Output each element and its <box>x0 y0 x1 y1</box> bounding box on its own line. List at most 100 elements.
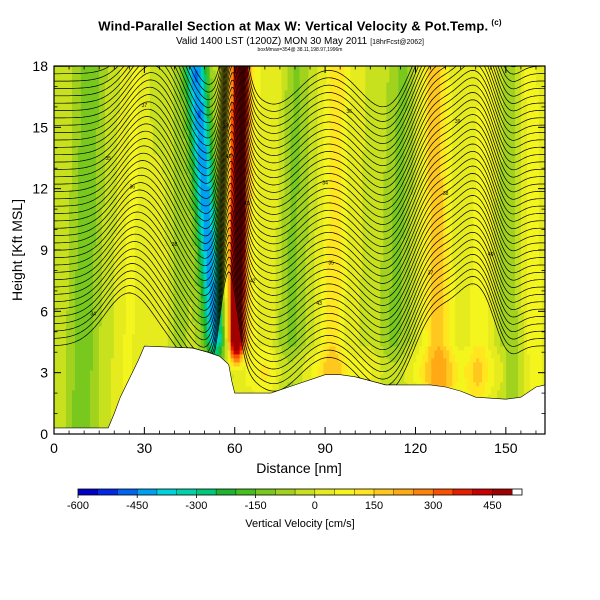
velocity-cell <box>248 230 252 235</box>
velocity-cell <box>539 102 545 107</box>
velocity-cell <box>65 354 76 359</box>
velocity-cell <box>260 374 270 379</box>
velocity-cell <box>200 322 205 327</box>
velocity-cell <box>206 274 214 279</box>
velocity-cell <box>290 158 300 163</box>
velocity-cell <box>338 310 345 315</box>
velocity-cell <box>422 110 426 115</box>
velocity-cell <box>116 118 130 123</box>
velocity-cell <box>527 158 540 163</box>
velocity-cell <box>500 314 519 319</box>
velocity-cell <box>164 226 175 231</box>
velocity-cell <box>254 162 258 167</box>
velocity-cell <box>54 238 70 243</box>
velocity-cell <box>452 382 456 387</box>
velocity-cell <box>425 366 432 371</box>
velocity-cell <box>269 366 276 371</box>
velocity-cell <box>404 114 414 119</box>
velocity-cell <box>89 370 100 375</box>
velocity-cell <box>194 214 199 219</box>
velocity-cell <box>326 358 339 363</box>
velocity-cell <box>212 246 217 251</box>
velocity-cell <box>299 138 309 143</box>
velocity-cell <box>149 106 175 111</box>
velocity-cell <box>164 242 175 247</box>
velocity-cell <box>341 182 348 187</box>
velocity-cell <box>227 258 232 263</box>
velocity-cell <box>515 142 522 147</box>
velocity-cell <box>65 410 73 415</box>
velocity-cell <box>203 322 208 327</box>
velocity-cell <box>359 338 381 343</box>
velocity-cell <box>314 302 321 307</box>
velocity-cell <box>167 250 175 255</box>
velocity-cell <box>122 346 133 351</box>
velocity-cell <box>173 174 190 179</box>
velocity-cell <box>98 78 109 83</box>
velocity-cell <box>95 226 103 231</box>
velocity-cell <box>305 338 315 343</box>
velocity-cell <box>416 162 423 167</box>
velocity-cell <box>287 310 297 315</box>
velocity-cell <box>113 302 127 307</box>
velocity-cell <box>410 254 417 259</box>
velocity-cell <box>401 298 411 303</box>
velocity-cell <box>527 206 540 211</box>
velocity-cell <box>200 178 208 183</box>
velocity-cell <box>242 318 247 323</box>
velocity-cell <box>230 86 235 91</box>
velocity-cell <box>344 90 351 95</box>
velocity-cell <box>200 254 205 259</box>
velocity-cell <box>254 182 258 187</box>
velocity-cell <box>518 382 525 387</box>
velocity-cell <box>125 210 136 215</box>
velocity-cell <box>521 174 528 179</box>
velocity-cell <box>185 94 190 99</box>
velocity-cell <box>200 246 205 251</box>
velocity-cell <box>302 362 312 367</box>
velocity-cell <box>389 338 399 343</box>
velocity-cell <box>491 166 498 171</box>
velocity-cell <box>92 362 100 367</box>
velocity-cell <box>173 330 187 335</box>
velocity-cell <box>386 166 396 171</box>
velocity-cell <box>446 170 453 175</box>
velocity-cell <box>212 146 217 151</box>
velocity-cell <box>425 94 429 99</box>
velocity-cell <box>164 218 175 223</box>
velocity-cell <box>344 82 351 87</box>
velocity-cell <box>527 178 540 183</box>
velocity-cell <box>98 422 112 427</box>
velocity-cell <box>173 326 190 331</box>
velocity-cell <box>191 178 196 183</box>
velocity-cell <box>245 98 249 103</box>
velocity-cell <box>329 346 336 351</box>
velocity-cell <box>257 278 276 283</box>
velocity-cell <box>386 102 399 107</box>
velocity-cell <box>212 118 217 123</box>
velocity-cell <box>200 222 205 227</box>
velocity-cell <box>470 334 489 339</box>
velocity-cell <box>101 274 115 279</box>
velocity-cell <box>194 234 199 239</box>
velocity-cell <box>527 102 540 107</box>
velocity-cell <box>422 150 426 155</box>
velocity-cell <box>221 334 226 339</box>
velocity-cell <box>518 342 525 347</box>
velocity-cell <box>443 206 447 211</box>
velocity-cell <box>416 250 423 255</box>
velocity-cell <box>470 318 489 323</box>
velocity-cell <box>74 342 94 347</box>
velocity-cell <box>347 226 363 231</box>
velocity-cell <box>287 250 297 255</box>
velocity-cell <box>290 162 300 167</box>
velocity-cell <box>494 222 501 227</box>
velocity-cell <box>446 162 453 167</box>
velocity-cell <box>305 262 315 267</box>
velocity-cell <box>200 338 205 343</box>
velocity-cell <box>287 342 297 347</box>
velocity-cell <box>125 266 136 271</box>
velocity-cell <box>221 346 226 351</box>
velocity-cell <box>95 218 103 223</box>
velocity-cell <box>287 302 297 307</box>
